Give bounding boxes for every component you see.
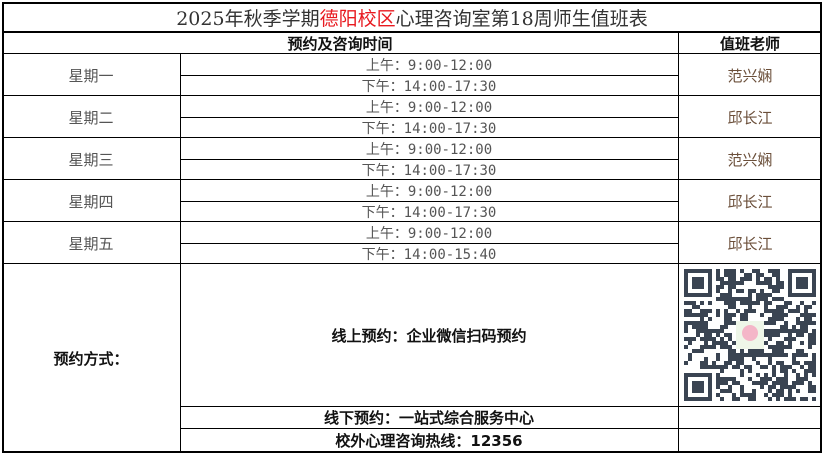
- grid-line: [180, 201, 678, 202]
- teacher-cell: 范兴娴: [727, 150, 773, 169]
- day-cell: 星期二: [68, 108, 114, 127]
- afternoon-slot: 下午：14:00-17:30: [361, 162, 497, 179]
- title-prefix: 2025年秋季学期: [176, 7, 320, 30]
- morning-slot: 上午：9:00-12:00: [365, 99, 493, 116]
- grid-line: [2, 137, 822, 138]
- teacher-cell: 邱长江: [727, 108, 773, 127]
- afternoon-slot: 下午：14:00-17:30: [361, 78, 497, 95]
- grid-line: [2, 221, 822, 222]
- booking-label: 预约方式：: [53, 349, 129, 368]
- morning-slot: 上午：9:00-12:00: [365, 141, 493, 158]
- day-cell: 星期三: [68, 150, 114, 169]
- hotline: 校外心理咨询热线：12356: [335, 431, 523, 450]
- morning-slot: 上午：9:00-12:00: [365, 225, 493, 242]
- teacher-cell: 邱长江: [727, 234, 773, 253]
- afternoon-slot: 下午：14:00-17:30: [361, 120, 497, 137]
- grid-line: [180, 75, 678, 76]
- grid-line: [2, 2, 822, 4]
- grid-line: [2, 31, 822, 33]
- grid-line: [820, 2, 822, 453]
- morning-slot: 上午：9:00-12:00: [365, 183, 493, 200]
- header-teacher: 值班老师: [719, 34, 780, 53]
- morning-slot: 上午：9:00-12:00: [365, 57, 493, 74]
- page-title: 2025年秋季学期 德阳校区 心理咨询室第18周师生值班表: [2, 2, 822, 32]
- grid-line: [2, 53, 822, 54]
- title-campus: 德阳校区: [319, 7, 396, 30]
- afternoon-slot: 下午：14:00-15:40: [361, 246, 497, 263]
- grid-line: [678, 32, 679, 452]
- grid-line: [180, 243, 678, 244]
- teacher-cell: 范兴娴: [727, 66, 773, 85]
- grid-line: [2, 263, 822, 264]
- grid-line: [180, 159, 678, 160]
- grid-line: [180, 406, 822, 407]
- grid-line: [2, 451, 822, 453]
- offline-booking: 线下预约：一站式综合服务中心: [323, 408, 534, 427]
- grid-line: [180, 428, 822, 429]
- qr-code-icon[interactable]: [678, 264, 822, 406]
- grid-line: [2, 95, 822, 96]
- day-cell: 星期四: [68, 192, 114, 211]
- day-cell: 星期一: [68, 66, 114, 85]
- grid-line: [2, 2, 4, 453]
- grid-line: [2, 179, 822, 180]
- teacher-cell: 邱长江: [727, 192, 773, 211]
- online-booking: 线上预约：企业微信扫码预约: [331, 326, 527, 345]
- title-suffix: 心理咨询室第18周师生值班表: [395, 7, 648, 30]
- afternoon-slot: 下午：14:00-17:30: [361, 204, 497, 221]
- grid-line: [180, 117, 678, 118]
- day-cell: 星期五: [68, 234, 114, 253]
- header-time: 预约及咨询时间: [287, 34, 393, 53]
- grid-line: [180, 54, 181, 452]
